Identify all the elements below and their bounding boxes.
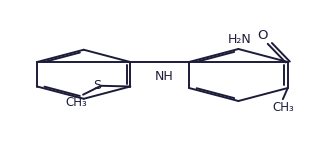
Text: H₂N: H₂N <box>228 33 252 46</box>
Text: CH₃: CH₃ <box>65 96 87 109</box>
Text: S: S <box>93 79 101 92</box>
Text: O: O <box>257 29 268 42</box>
Text: NH: NH <box>155 70 173 83</box>
Text: CH₃: CH₃ <box>272 101 294 114</box>
